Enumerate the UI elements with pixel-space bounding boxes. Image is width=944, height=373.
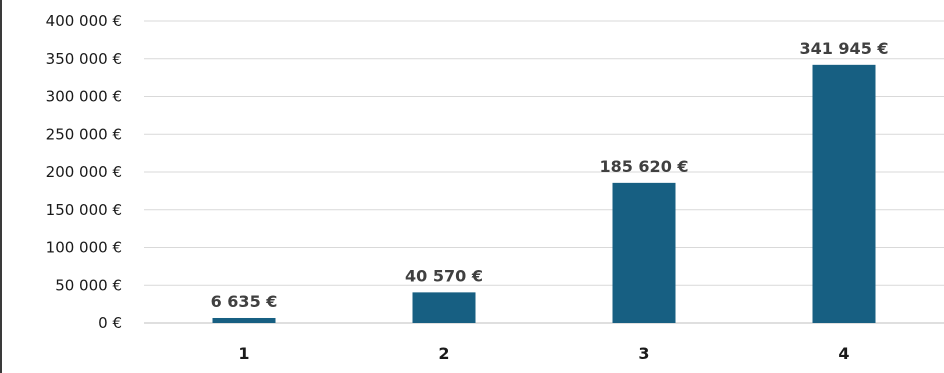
data-labels: 6 635 € 40 570 € 185 620 € 341 945 € bbox=[211, 39, 889, 311]
grid-layer bbox=[144, 20, 944, 324]
y-tick-label: 300 000 € bbox=[46, 88, 122, 106]
y-tick-label: 200 000 € bbox=[46, 163, 122, 181]
data-label: 341 945 € bbox=[799, 39, 888, 58]
bar bbox=[812, 64, 876, 323]
x-tick-label: 2 bbox=[438, 344, 449, 363]
y-tick-label: 150 000 € bbox=[46, 201, 122, 219]
x-axis-ticks: 1 2 3 4 bbox=[238, 344, 849, 363]
bar bbox=[212, 317, 276, 323]
y-tick-label: 400 000 € bbox=[46, 12, 122, 30]
bar bbox=[412, 292, 476, 323]
data-label: 185 620 € bbox=[599, 157, 688, 176]
y-tick-label: 50 000 € bbox=[55, 276, 122, 294]
bars bbox=[212, 64, 876, 323]
x-tick-label: 1 bbox=[238, 344, 249, 363]
y-tick-label: 250 000 € bbox=[46, 125, 122, 143]
data-label: 40 570 € bbox=[405, 266, 483, 285]
x-tick-label: 3 bbox=[638, 344, 649, 363]
y-tick-label: 350 000 € bbox=[46, 50, 122, 68]
bar bbox=[612, 182, 676, 323]
y-tick-label: 100 000 € bbox=[46, 239, 122, 257]
y-axis-ticks: 0 € 50 000 € 100 000 € 150 000 € 200 000 € 25… bbox=[46, 12, 122, 332]
x-tick-label: 4 bbox=[838, 344, 849, 363]
y-tick-label: 0 € bbox=[98, 314, 122, 332]
data-label: 6 635 € bbox=[211, 292, 278, 311]
